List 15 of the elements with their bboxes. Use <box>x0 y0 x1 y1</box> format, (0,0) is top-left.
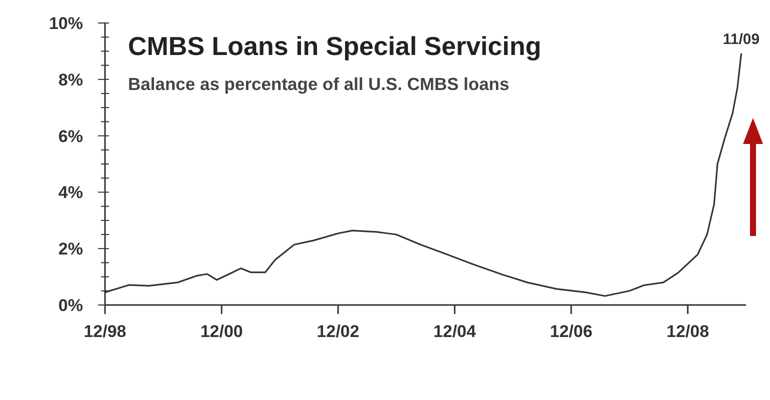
annotation: 11/09 <box>722 31 760 48</box>
x-tick-label: 12/04 <box>433 322 477 341</box>
y-tick-label: 2% <box>58 240 83 259</box>
y-tick-label: 8% <box>58 70 83 90</box>
x-tick-label: 12/00 <box>200 322 243 341</box>
y-tick-label: 6% <box>58 126 83 146</box>
y-tick-label: 10% <box>48 14 83 33</box>
y-tick-label: 4% <box>58 183 83 202</box>
x-tick-label: 12/02 <box>316 322 360 341</box>
x-tick-label: 12/06 <box>550 322 592 341</box>
text: Balance as percentage of all U.S. CMBS loans <box>128 74 510 94</box>
y-tick-label: 0% <box>58 296 83 315</box>
x-tick-label: 12/98 <box>84 322 126 341</box>
chart-title: CMBS Loans in Special Servicing <box>128 31 542 61</box>
x-tick-label: 12/08 <box>666 322 710 341</box>
